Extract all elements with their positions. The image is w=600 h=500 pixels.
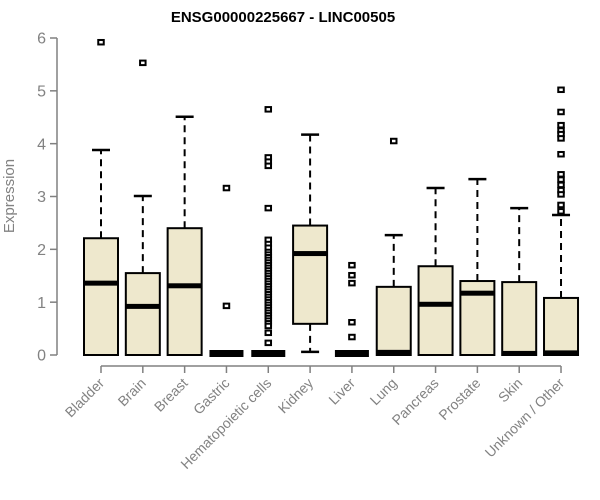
outlier-liver: [348, 333, 356, 341]
y-tick-label-2: 2: [37, 242, 46, 259]
outlier-unknown-other: [557, 86, 565, 94]
x-tick-label-skin: Skin: [495, 375, 526, 406]
outlier-gastric: [222, 184, 231, 192]
box-skin: [501, 281, 538, 356]
outlier-lung: [389, 137, 398, 145]
median-pancreas: [418, 301, 453, 307]
median-bladder: [84, 280, 118, 286]
outlier-brain: [139, 59, 147, 67]
median-skin: [502, 350, 537, 356]
outlier-liver: [348, 318, 356, 326]
outlier-liver: [348, 279, 356, 287]
box-breast: [166, 227, 203, 356]
box-pancreas: [417, 265, 454, 356]
box-collapsed-liver: [334, 350, 369, 357]
x-tick-label-breast: Breast: [151, 375, 191, 415]
outlier-liver: [348, 271, 356, 279]
box-lung: [375, 285, 412, 356]
x-tick-label-brain: Brain: [115, 375, 149, 409]
median-brain: [125, 303, 160, 309]
x-tick-label-prostate: Prostate: [435, 375, 483, 423]
y-tick-label-0: 0: [37, 348, 46, 365]
chart-title: ENSG00000225667 - LINC00505: [171, 9, 395, 26]
outlier-bladder: [97, 38, 105, 46]
box-bladder: [83, 237, 119, 356]
outlier-hematopoietic-cells: [264, 339, 273, 347]
x-tick-label-unknown-other: Unknown / Other: [482, 375, 568, 461]
y-tick-label-5: 5: [37, 83, 46, 100]
x-tick-label-bladder: Bladder: [62, 375, 108, 421]
outlier-unknown-other: [557, 135, 565, 142]
outlier-unknown-other: [557, 108, 565, 116]
box-collapsed-hematopoietic-cells: [251, 350, 286, 357]
box-brain: [124, 272, 161, 357]
box-kidney: [292, 224, 329, 325]
outlier-hematopoietic-cells: [264, 322, 273, 330]
box-collapsed-gastric: [209, 350, 244, 357]
box-unknown-other: [543, 296, 580, 357]
outlier-unknown-other: [557, 208, 565, 215]
median-unknown-other: [544, 350, 579, 356]
median-breast: [167, 283, 202, 289]
outlier-hematopoietic-cells: [264, 106, 273, 113]
y-tick-label-4: 4: [37, 136, 46, 153]
outlier-unknown-other: [557, 181, 565, 189]
y-tick-label-6: 6: [37, 31, 46, 48]
median-kidney: [293, 251, 328, 257]
y-tick-label-1: 1: [37, 295, 46, 312]
outlier-unknown-other: [557, 121, 565, 129]
outlier-unknown-other: [557, 150, 565, 158]
y-axis-label: Expression: [1, 159, 18, 233]
outlier-hematopoietic-cells: [264, 329, 273, 337]
outlier-hematopoietic-cells: [264, 162, 273, 170]
outlier-unknown-other: [557, 171, 565, 178]
x-tick-label-kidney: Kidney: [275, 375, 317, 417]
x-tick-label-lung: Lung: [367, 375, 400, 408]
y-tick-label-3: 3: [37, 189, 46, 206]
outlier-unknown-other: [557, 201, 565, 209]
outlier-gastric: [222, 302, 231, 310]
x-tick-label-liver: Liver: [325, 375, 358, 408]
median-lung: [376, 349, 411, 355]
outlier-unknown-other: [557, 191, 565, 198]
outlier-hematopoietic-cells: [264, 204, 273, 212]
outlier-unknown-other: [557, 176, 565, 183]
outlier-liver: [348, 261, 356, 269]
median-prostate: [460, 290, 495, 296]
